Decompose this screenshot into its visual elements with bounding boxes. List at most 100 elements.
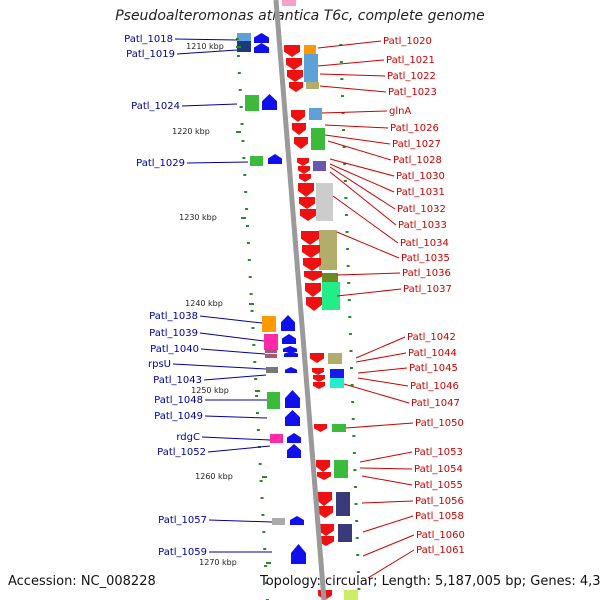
gene-arrow (285, 410, 300, 426)
gene-box (306, 82, 319, 89)
gene-arrow (317, 506, 333, 518)
leader-line (317, 40, 382, 49)
gene-arrow (285, 367, 297, 373)
leader-line (181, 103, 238, 107)
gene-box (250, 156, 263, 166)
gene-arrow (298, 183, 314, 197)
leader-line (203, 374, 267, 381)
leader-line (200, 348, 266, 355)
track-dot (259, 480, 263, 482)
topology-text: Topology: circular; Length: 5,187,005 bp… (260, 574, 600, 589)
track-dot (350, 367, 354, 369)
track-dot (250, 310, 254, 312)
gene-box (322, 282, 340, 310)
right-gene-label: Patl_1031 (396, 187, 445, 198)
right-gene-label: glnA (389, 106, 411, 117)
track-dot (256, 429, 260, 431)
gene-arrow (299, 174, 311, 182)
gene-arrow (286, 58, 302, 70)
track-dot (258, 463, 262, 465)
track-dot (339, 61, 343, 63)
track-dot (347, 299, 351, 301)
leader-line (172, 363, 267, 370)
gene-box (265, 354, 277, 358)
right-gene-label: Patl_1035 (401, 253, 450, 264)
gene-arrow (297, 158, 309, 166)
track-dot (347, 282, 351, 284)
left-gene-label: Patl_1019 (126, 49, 175, 60)
gene-box (330, 378, 344, 388)
leader-line (174, 38, 238, 41)
right-gene-label: Patl_1046 (410, 381, 459, 392)
track-dot (251, 327, 255, 329)
track-dot (247, 259, 251, 261)
left-gene-label: Patl_1038 (149, 311, 198, 322)
leader-line (355, 336, 406, 359)
gene-arrow (316, 460, 330, 472)
gene-arrow (299, 197, 315, 209)
label-leaders (172, 38, 415, 579)
gene-arrow (254, 33, 269, 43)
right-gene-label: Patl_1033 (398, 220, 447, 231)
scale-tick-label: 1260 kbp (195, 472, 233, 481)
gene-box (322, 273, 338, 282)
right-gene-label: Patl_1058 (415, 511, 464, 522)
track-dot (253, 361, 257, 363)
right-gene-label: Patl_1028 (393, 155, 442, 166)
track-dot (240, 123, 244, 125)
left-gene-label: Patl_1048 (154, 395, 203, 406)
gene-arrow (294, 137, 308, 149)
leader-line (359, 451, 413, 463)
gene-arrow (314, 424, 327, 432)
gene-box (328, 353, 342, 364)
gene-arrow (312, 368, 324, 375)
track-dot (261, 514, 265, 516)
right-gene-label: Patl_1020 (383, 36, 432, 47)
gene-box (330, 369, 344, 378)
right-gene-label: Patl_1055 (414, 480, 463, 491)
track-dot (340, 78, 344, 80)
gene-arrow (310, 353, 324, 363)
right-gene-label: Patl_1047 (411, 398, 460, 409)
gene-arrow (284, 45, 300, 57)
gene-arrow (305, 283, 321, 297)
leader-line (361, 475, 413, 486)
leader-line (329, 158, 395, 177)
leader-line (319, 73, 386, 77)
right-gene-label: Patl_1061 (416, 545, 465, 556)
scale-tick-label: 1240 kbp (185, 299, 223, 308)
track-dot (344, 197, 348, 199)
track-dot (343, 180, 347, 182)
track-dot (260, 497, 264, 499)
track-dot (351, 401, 355, 403)
left-gene-label: Patl_1049 (154, 411, 203, 422)
leader-line (207, 445, 271, 453)
leader-line (176, 49, 238, 55)
gene-box (264, 334, 278, 350)
gene-box (316, 183, 333, 221)
track-dot (249, 293, 253, 295)
gene-arrow (313, 382, 325, 389)
track-dot (255, 412, 259, 414)
gene-box (262, 316, 276, 332)
track-dot (236, 38, 240, 40)
track-dot (246, 242, 250, 244)
gene-arrow (291, 110, 305, 122)
track-dot (342, 146, 346, 148)
gene-arrow (304, 271, 322, 281)
gene-arrow (317, 472, 331, 480)
left-gene-label: Patl_1024 (131, 101, 180, 112)
leader-line (336, 288, 402, 297)
gene-arrow (282, 334, 296, 344)
right-gene-label: Patl_1032 (397, 204, 446, 215)
gene-box (265, 349, 277, 353)
gene-arrow (281, 315, 295, 331)
track-dot (248, 276, 252, 278)
right-gene-label: Patl_1053 (414, 447, 463, 458)
leader-line (208, 519, 273, 523)
track-dot (237, 72, 241, 74)
track-dot (354, 486, 357, 488)
gene-arrow (291, 544, 306, 564)
leader-line (329, 171, 397, 226)
